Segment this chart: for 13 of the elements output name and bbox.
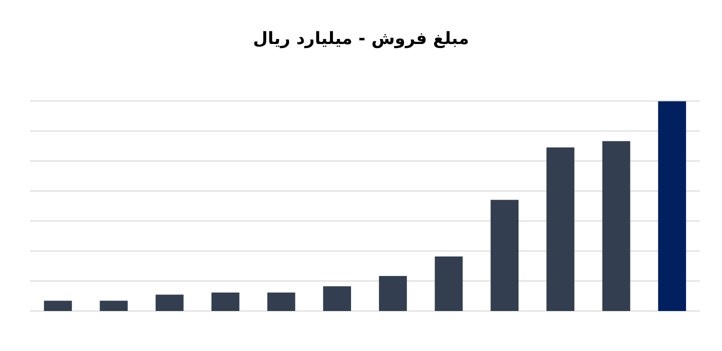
bar bbox=[44, 300, 72, 311]
bar bbox=[267, 292, 296, 311]
bar bbox=[156, 294, 184, 311]
bar bbox=[378, 276, 407, 311]
chart-title: مبلغ فروش - میلیارد ریال bbox=[252, 29, 470, 49]
bar bbox=[602, 141, 630, 311]
bar bbox=[490, 200, 519, 311]
bar bbox=[100, 300, 128, 311]
bar bbox=[323, 286, 352, 311]
bar bbox=[434, 256, 463, 311]
bar bbox=[211, 292, 240, 311]
bar bbox=[658, 101, 686, 311]
bar bbox=[546, 147, 574, 311]
